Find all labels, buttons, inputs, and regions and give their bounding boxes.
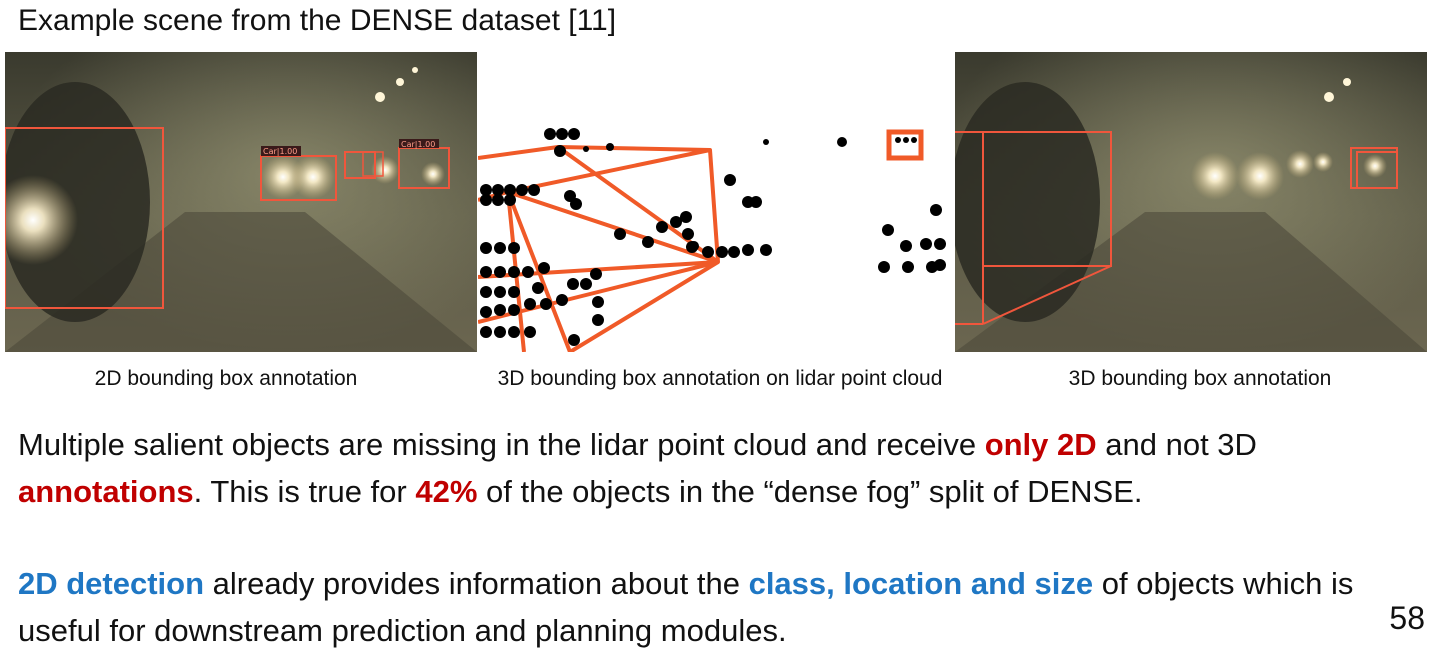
highlight-annotations: annotations [18, 474, 194, 509]
para2-text-2: of objects which is useful for downstrea… [18, 566, 1354, 648]
box-label: Car|1.00 [263, 147, 297, 156]
highlight-only-2d: only 2D [984, 427, 1097, 462]
right-caption: 3D bounding box annotation [1068, 367, 1332, 390]
para1-text-2: and not 3D [1096, 427, 1257, 462]
para1-text-1: Multiple salient objects are missing in … [18, 427, 985, 462]
page-number: 58 [1389, 600, 1425, 636]
paragraph-missing-objects: Multiple salient objects are missing in … [18, 421, 1398, 515]
highlight-2d-detection: 2D detection [18, 566, 205, 601]
slide-title: Example scene from the DENSE dataset [11… [18, 4, 617, 37]
para1-text-4: of the objects in the “dense fog” split … [477, 474, 1143, 509]
left-caption: 2D bounding box annotation [94, 367, 358, 390]
middle-caption: 3D bounding box annotation on lidar poin… [497, 367, 943, 390]
lidar-point-cloud [478, 52, 954, 352]
projected-3d-boxes [955, 131, 1398, 325]
camera-image-3d [955, 52, 1427, 352]
para1-text-3: . This is true for [193, 474, 416, 509]
box-label-small: Car|1.00 [401, 140, 435, 149]
highlight-percentage: 42% [415, 474, 478, 509]
point-cloud-plot [478, 52, 954, 352]
paragraph-2d-detection: 2D detection already provides informatio… [18, 560, 1398, 654]
right-camera-image [955, 52, 1427, 352]
lidar-points [480, 128, 946, 346]
left-camera-image: Car|1.00 Car|1.00 [5, 52, 477, 352]
camera-image-2d: Car|1.00 Car|1.00 [5, 52, 477, 352]
para2-text-1: already provides information about the [204, 566, 749, 601]
highlight-class-location-size: class, location and size [748, 566, 1094, 601]
